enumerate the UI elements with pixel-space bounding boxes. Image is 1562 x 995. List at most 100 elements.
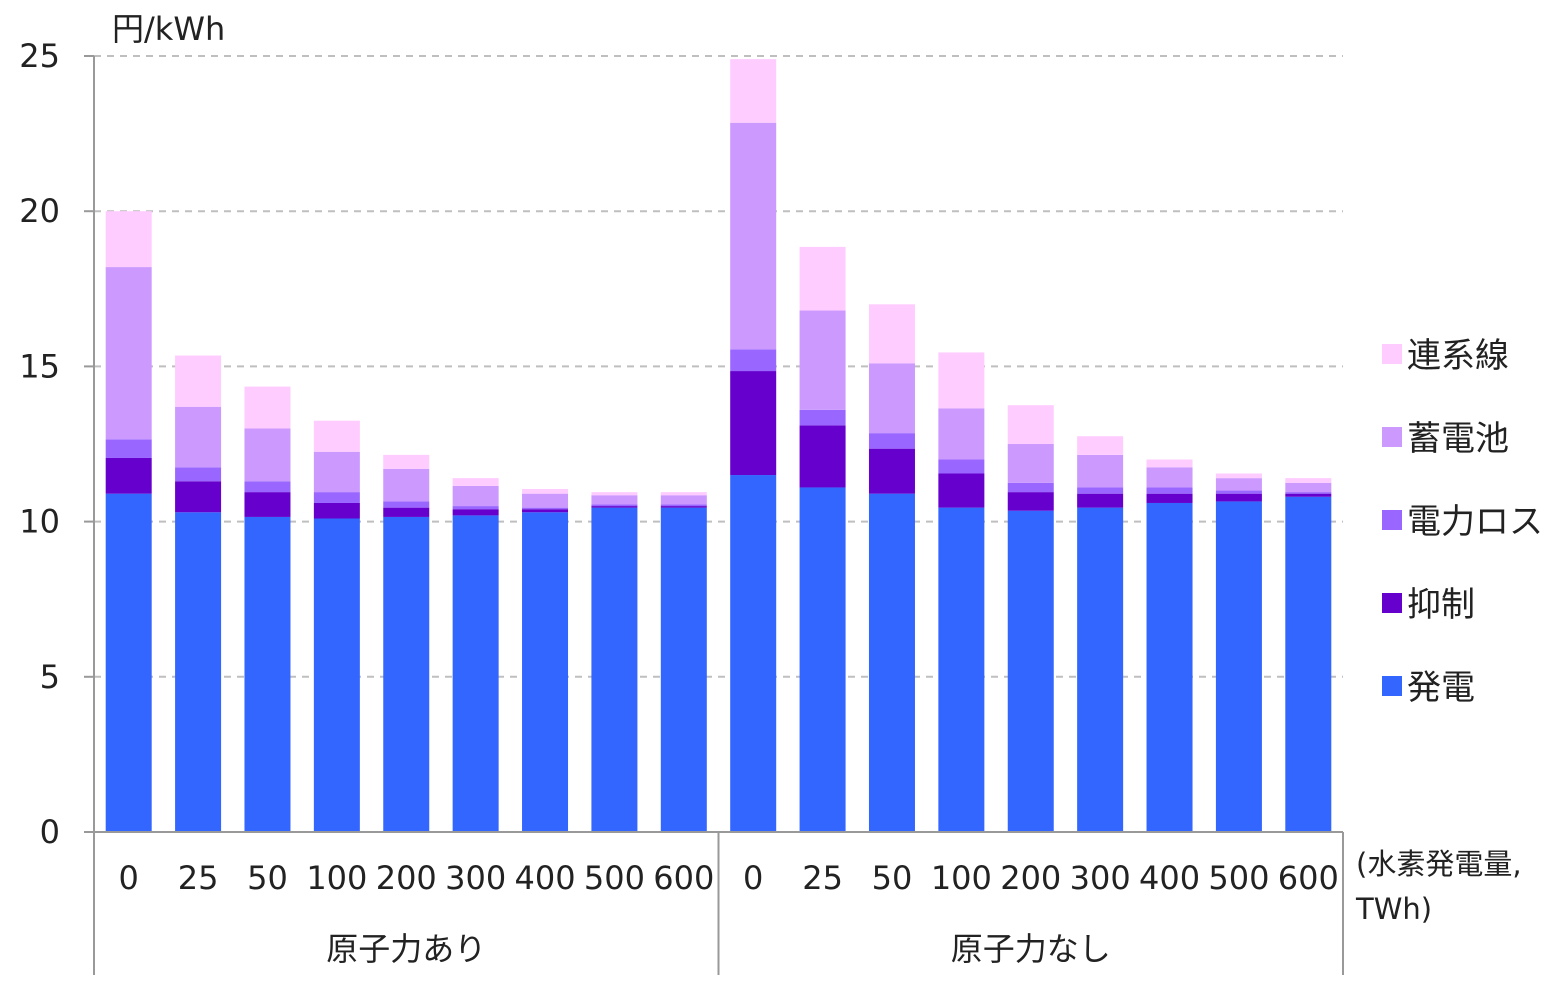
bar-segment-電力ロス-原子力あり-200 <box>383 501 430 508</box>
bar-segment-抑制-原子力あり-600 <box>660 506 707 508</box>
bar-segment-電力ロス-原子力なし-50 <box>868 433 915 449</box>
bar-segment-連系線-原子力なし-50 <box>868 304 915 364</box>
x-tick-label: 300 <box>1070 859 1131 897</box>
bar-segment-抑制-原子力なし-600 <box>1285 493 1332 497</box>
bar-segment-蓄電池-原子力あり-200 <box>383 468 430 502</box>
bar-segment-蓄電池-原子力あり-100 <box>313 451 360 493</box>
bars <box>105 59 1332 832</box>
bar-segment-蓄電池-原子力なし-0 <box>730 122 777 350</box>
legend-swatch-蓄電池 <box>1382 427 1402 447</box>
legend-label-連系線: 連系線 <box>1407 336 1509 376</box>
x-tick-label: 400 <box>1139 859 1200 897</box>
bar-segment-電力ロス-原子力なし-600 <box>1285 492 1332 494</box>
legend-swatch-連系線 <box>1382 344 1402 364</box>
bar-segment-蓄電池-原子力あり-50 <box>244 428 291 482</box>
x-tick-label: 25 <box>802 859 843 897</box>
x-tick-label: 500 <box>584 859 645 897</box>
y-tick-label: 5 <box>40 658 60 696</box>
bar-segment-電力ロス-原子力なし-0 <box>730 349 777 372</box>
bar-segment-発電-原子力あり-0 <box>105 493 152 832</box>
bar-segment-抑制-原子力なし-400 <box>1146 493 1193 503</box>
y-tick-label: 20 <box>19 192 60 230</box>
bar-segment-連系線-原子力なし-500 <box>1215 473 1262 479</box>
x-tick-label: 50 <box>872 859 913 897</box>
y-tick-label: 10 <box>19 503 60 541</box>
bar-segment-電力ロス-原子力なし-100 <box>938 459 985 474</box>
bar-segment-発電-原子力なし-100 <box>938 507 985 832</box>
y-tick-label: 15 <box>19 347 60 385</box>
bar-segment-蓄電池-原子力あり-600 <box>660 495 707 505</box>
x-tick-label: 0 <box>743 859 763 897</box>
legend-label-発電: 発電 <box>1407 668 1475 708</box>
bar-segment-連系線-原子力あり-200 <box>383 454 430 469</box>
bar-segment-電力ロス-原子力あり-300 <box>452 506 499 510</box>
legend-swatch-発電 <box>1382 676 1402 696</box>
bar-segment-連系線-原子力あり-300 <box>452 478 499 486</box>
x-tick-label: 300 <box>445 859 506 897</box>
bar-segment-連系線-原子力あり-500 <box>591 492 638 496</box>
bar-segment-蓄電池-原子力なし-400 <box>1146 467 1193 488</box>
bar-segment-電力ロス-原子力なし-200 <box>1007 482 1054 493</box>
bar-segment-蓄電池-原子力なし-500 <box>1215 478 1262 491</box>
bar-segment-抑制-原子力あり-400 <box>522 509 569 513</box>
bar-segment-抑制-原子力なし-25 <box>799 425 846 488</box>
legend-label-蓄電池: 蓄電池 <box>1407 419 1509 459</box>
bar-segment-蓄電池-原子力なし-300 <box>1077 454 1124 488</box>
bar-segment-抑制-原子力なし-300 <box>1077 493 1124 508</box>
x-tick-label: 400 <box>514 859 575 897</box>
bar-segment-蓄電池-原子力なし-200 <box>1007 444 1054 483</box>
bar-segment-抑制-原子力あり-500 <box>591 506 638 508</box>
legend-swatch-抑制 <box>1382 593 1402 613</box>
bar-segment-発電-原子力なし-50 <box>868 493 915 832</box>
x-tick-label: 25 <box>178 859 219 897</box>
bar-segment-蓄電池-原子力なし-50 <box>868 363 915 434</box>
x-tick-label: 500 <box>1208 859 1269 897</box>
bar-segment-発電-原子力なし-600 <box>1285 496 1332 832</box>
y-unit-label: 円/kWh <box>112 10 225 48</box>
bar-segment-電力ロス-原子力あり-500 <box>591 504 638 507</box>
bar-segment-発電-原子力あり-100 <box>313 518 360 832</box>
legend-label-抑制: 抑制 <box>1407 585 1475 625</box>
bar-segment-発電-原子力あり-600 <box>660 507 707 832</box>
bar-segment-蓄電池-原子力あり-300 <box>452 485 499 507</box>
x-axis-title-line-2: TWh) <box>1355 892 1432 926</box>
bar-segment-連系線-原子力なし-25 <box>799 246 846 311</box>
bar-segment-電力ロス-原子力なし-25 <box>799 409 846 426</box>
x-tick-labels: 0 25 50 100 200 300 400 500 600 0 25 50 100 200 300 400… <box>119 859 1339 897</box>
x-tick-label: 0 <box>119 859 139 897</box>
bar-segment-発電-原子力あり-200 <box>383 516 430 832</box>
group-label: 原子力あり <box>326 930 486 968</box>
bar-segment-連系線-原子力なし-0 <box>730 59 777 123</box>
bar-segment-蓄電池-原子力あり-400 <box>522 493 569 508</box>
bar-segment-蓄電池-原子力あり-25 <box>175 406 222 468</box>
bar-segment-電力ロス-原子力あり-400 <box>522 507 569 510</box>
bar-segment-抑制-原子力なし-500 <box>1215 493 1262 502</box>
legend-label-電力ロス: 電力ロス <box>1407 502 1543 542</box>
bar-segment-連系線-原子力なし-200 <box>1007 405 1054 444</box>
bar-segment-発電-原子力なし-25 <box>799 487 846 832</box>
bar-segment-電力ロス-原子力なし-500 <box>1215 490 1262 494</box>
bar-segment-蓄電池-原子力なし-100 <box>938 408 985 460</box>
bar-segment-抑制-原子力あり-300 <box>452 509 499 516</box>
bar-segment-連系線-原子力あり-0 <box>105 211 152 268</box>
bar-segment-抑制-原子力なし-50 <box>868 448 915 494</box>
bar-segment-発電-原子力なし-300 <box>1077 507 1124 832</box>
bar-segment-連系線-原子力なし-600 <box>1285 478 1332 483</box>
y-tick-label: 25 <box>19 37 60 75</box>
x-tick-label: 600 <box>653 859 714 897</box>
bar-segment-抑制-原子力あり-0 <box>105 457 152 494</box>
bar-segment-抑制-原子力あり-200 <box>383 507 430 517</box>
bar-segment-抑制-原子力なし-200 <box>1007 492 1054 511</box>
group-label: 原子力なし <box>951 930 1111 968</box>
bar-segment-連系線-原子力あり-25 <box>175 355 222 407</box>
bar-segment-電力ロス-原子力あり-50 <box>244 481 291 493</box>
bar-segment-電力ロス-原子力あり-600 <box>660 504 707 507</box>
bar-segment-発電-原子力あり-50 <box>244 516 291 832</box>
x-tick-label: 50 <box>247 859 288 897</box>
x-axis-title-line-1: (水素発電量, <box>1356 847 1522 881</box>
x-tick-label: 200 <box>376 859 437 897</box>
bar-segment-連系線-原子力あり-100 <box>313 420 360 452</box>
bar-segment-抑制-原子力あり-50 <box>244 492 291 517</box>
